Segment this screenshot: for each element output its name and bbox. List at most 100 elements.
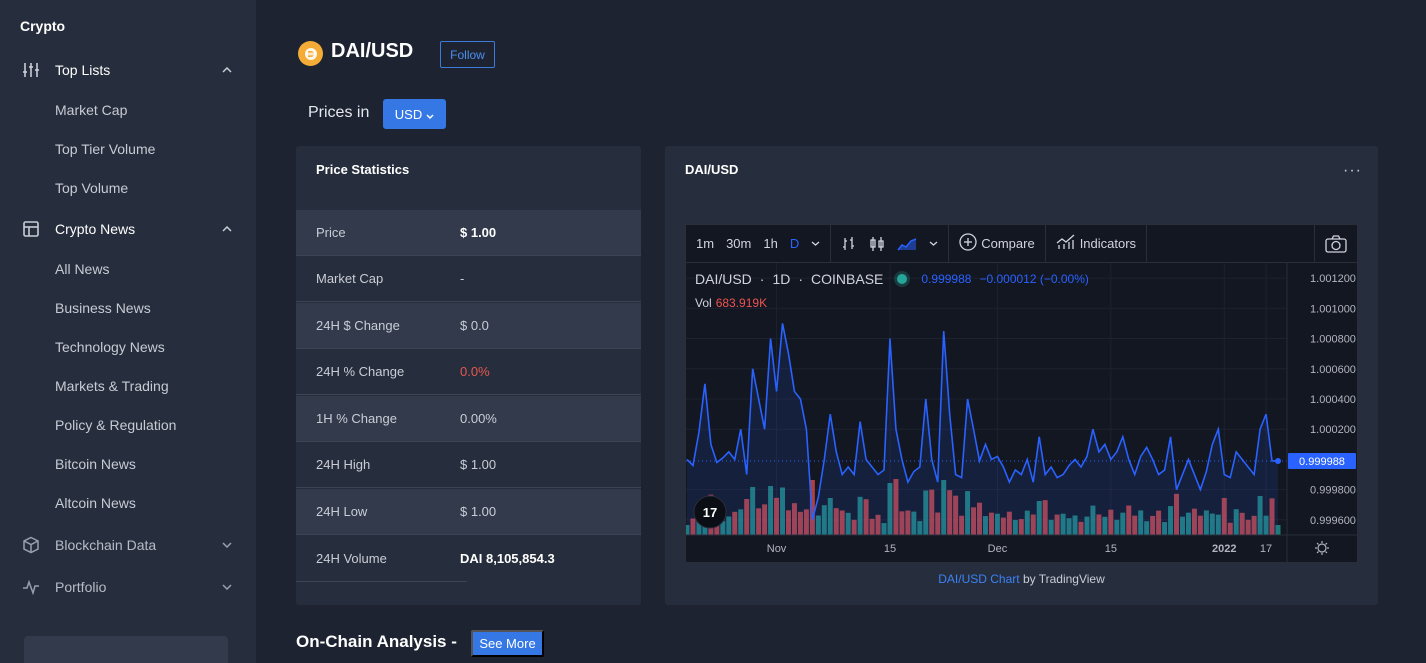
interval-d[interactable]: D bbox=[789, 236, 800, 251]
chevron-down-icon bbox=[220, 538, 234, 552]
stats-divider bbox=[296, 581, 467, 582]
sidebar-item-markets-trading[interactable]: Markets & Trading bbox=[55, 378, 169, 394]
legend-exchange: COINBASE bbox=[811, 271, 884, 287]
volume-bar bbox=[1185, 512, 1191, 535]
follow-button[interactable]: Follow bbox=[440, 41, 495, 68]
sidebar-promo-card[interactable] bbox=[24, 636, 228, 663]
volume-bar bbox=[803, 509, 809, 535]
chart-link[interactable]: DAI/USD Chart bbox=[938, 572, 1020, 586]
volume-bar bbox=[827, 498, 833, 535]
cube-icon bbox=[20, 534, 42, 556]
volume-bar bbox=[1174, 493, 1180, 535]
sidebar-brand: Crypto bbox=[20, 18, 66, 34]
volume-bar bbox=[1275, 525, 1281, 535]
volume-bar bbox=[1156, 510, 1162, 535]
interval-1m[interactable]: 1m bbox=[696, 236, 715, 251]
chevron-down-icon[interactable] bbox=[805, 241, 826, 246]
sidebar-section-blockchain-data[interactable]: Blockchain Data bbox=[20, 533, 234, 557]
currency-select[interactable]: USD bbox=[383, 99, 446, 129]
x-tick-label: 15 bbox=[884, 543, 896, 555]
volume-bar bbox=[1030, 514, 1036, 535]
volume-bar bbox=[1191, 508, 1197, 535]
interval-1h[interactable]: 1h bbox=[763, 236, 778, 251]
volume-label: Vol bbox=[695, 296, 712, 310]
candles-icon[interactable] bbox=[863, 235, 891, 253]
volume-bar bbox=[738, 509, 744, 535]
volume-bar bbox=[1120, 512, 1126, 535]
interval-30m[interactable]: 30m bbox=[726, 236, 752, 251]
volume-bar bbox=[1257, 496, 1263, 535]
camera-icon[interactable] bbox=[1319, 234, 1353, 253]
volume-bar bbox=[1221, 498, 1227, 535]
volume-bar bbox=[1108, 509, 1114, 535]
tradingview-logo-icon bbox=[693, 495, 727, 529]
volume-bar bbox=[756, 508, 762, 535]
volume-bar bbox=[1000, 517, 1006, 535]
chevron-up-icon bbox=[220, 222, 234, 236]
volume-bar bbox=[982, 516, 988, 535]
volume-bar bbox=[1233, 509, 1239, 535]
indicators-button[interactable]: Indicators bbox=[1050, 234, 1142, 253]
y-tick-label: 1.000800 bbox=[1310, 334, 1356, 346]
volume-bar bbox=[732, 511, 738, 535]
sidebar-item-market-cap[interactable]: Market Cap bbox=[55, 102, 128, 118]
sidebar-item-technology-news[interactable]: Technology News bbox=[55, 339, 165, 355]
chevron-down-icon[interactable] bbox=[923, 241, 944, 246]
volume-bar bbox=[911, 511, 917, 535]
more-options-icon[interactable]: ··· bbox=[1343, 162, 1362, 179]
area-chart-icon[interactable] bbox=[891, 236, 923, 252]
bars-icon[interactable] bbox=[835, 235, 863, 253]
volume-bar bbox=[935, 512, 941, 535]
volume-bar bbox=[1239, 512, 1245, 535]
toolbar-separator bbox=[1314, 224, 1315, 263]
sidebar-section-portfolio[interactable]: Portfolio bbox=[20, 575, 234, 599]
volume-bar bbox=[839, 510, 845, 535]
volume-bar bbox=[833, 508, 839, 535]
sidebar-item-bitcoin-news[interactable]: Bitcoin News bbox=[55, 456, 136, 472]
volume-bar bbox=[1078, 521, 1084, 535]
volume-bar bbox=[686, 525, 690, 535]
legend-change: −0.000012 (−0.00%) bbox=[979, 272, 1089, 286]
price-chart[interactable]: 1.001200 1.001000 1.000800 1.000600 1.000400… bbox=[686, 263, 1357, 562]
sidebar-item-altcoin-news[interactable]: Altcoin News bbox=[55, 495, 136, 511]
compare-label: Compare bbox=[981, 236, 1035, 251]
settings-icon bbox=[1317, 543, 1327, 553]
volume-bar bbox=[1197, 515, 1203, 535]
volume-bar bbox=[1251, 515, 1257, 535]
sidebar-item-policy-regulation[interactable]: Policy & Regulation bbox=[55, 417, 177, 433]
compare-button[interactable]: Compare bbox=[953, 233, 1040, 254]
legend-symbol: DAI/USD bbox=[695, 271, 752, 287]
price-line bbox=[686, 323, 1278, 521]
stat-label: Market Cap bbox=[316, 271, 384, 286]
volume-bar bbox=[1245, 519, 1251, 535]
volume-bar bbox=[1150, 515, 1156, 535]
volume-bar bbox=[1006, 511, 1012, 535]
y-tick-label: 1.000200 bbox=[1310, 424, 1356, 436]
volume-bar bbox=[881, 523, 887, 535]
sidebar-item-top-tier-volume[interactable]: Top Tier Volume bbox=[55, 141, 156, 157]
stat-value: 0.0% bbox=[460, 364, 490, 379]
sidebar-item-business-news[interactable]: Business News bbox=[55, 300, 151, 316]
x-tick-label: 15 bbox=[1105, 543, 1117, 555]
volume-bar bbox=[977, 502, 983, 535]
volume-bar bbox=[785, 510, 791, 535]
sidebar-item-top-volume[interactable]: Top Volume bbox=[55, 180, 129, 196]
stat-label: 24H Low bbox=[316, 504, 368, 519]
volume-bar bbox=[1114, 519, 1120, 535]
volume-bar bbox=[1215, 514, 1221, 535]
credit-text: by TradingView bbox=[1022, 572, 1105, 586]
newspaper-icon bbox=[20, 218, 42, 240]
sidebar-section-label: Crypto News bbox=[55, 221, 136, 237]
tradingview-widget[interactable]: 1m 30m 1h D Compare Indicators bbox=[685, 224, 1358, 563]
sidebar-item-all-news[interactable]: All News bbox=[55, 261, 110, 277]
sidebar-section-crypto-news[interactable]: Crypto News bbox=[20, 217, 234, 241]
stat-row-market-cap: Market Cap - bbox=[296, 256, 641, 302]
settings-icon-tooth bbox=[1325, 542, 1328, 545]
see-more-button[interactable]: See More bbox=[471, 630, 544, 657]
sidebar-section-top-lists[interactable]: Top Lists bbox=[20, 58, 234, 82]
chevron-up-icon bbox=[220, 63, 234, 77]
prices-in-label: Prices in bbox=[308, 104, 370, 121]
volume-legend: Vol 683.919K bbox=[695, 296, 767, 310]
volume-bar bbox=[869, 518, 875, 535]
stat-row-price: Price $ 1.00 bbox=[296, 210, 641, 256]
